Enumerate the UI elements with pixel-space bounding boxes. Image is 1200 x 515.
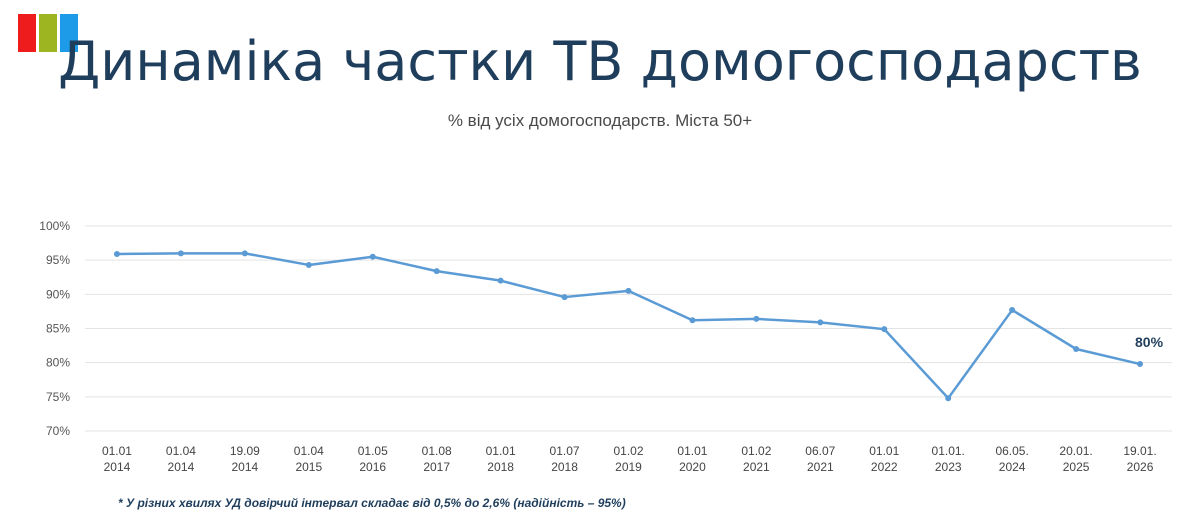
page-title: Динаміка частки ТВ домогосподарств (58, 30, 1142, 93)
x-tick-label: 01.01 (486, 444, 516, 458)
x-tick-label: 01.07 (550, 444, 580, 458)
y-tick-label: 80% (46, 356, 70, 370)
logo-bar-blue (60, 14, 78, 52)
x-tick-label: 19.01. (1123, 444, 1156, 458)
data-point (241, 250, 248, 257)
data-point (1073, 346, 1080, 352)
x-tick-label: 2017 (423, 460, 450, 474)
x-tick-label: 2014 (168, 460, 195, 474)
y-tick-label: 95% (46, 253, 70, 267)
data-point (881, 326, 888, 333)
x-tick-label: 06.05. (995, 444, 1028, 458)
x-tick-label: 06.07 (805, 444, 835, 458)
x-tick-label: 2020 (679, 460, 706, 474)
x-tick-label: 2015 (295, 460, 322, 474)
y-tick-label: 85% (46, 322, 70, 336)
data-point (625, 287, 632, 294)
data-point (113, 251, 120, 258)
x-tick-label: 01.01 (102, 444, 132, 458)
data-point (177, 250, 184, 257)
x-tick-label: 01.04 (166, 444, 196, 458)
x-tick-label: 2021 (807, 460, 834, 474)
x-tick-label: 01.01. (932, 444, 965, 458)
data-point (305, 261, 312, 268)
x-tick-label: 01.05 (358, 444, 388, 458)
x-tick-label: 2018 (551, 460, 578, 474)
logo (18, 14, 78, 52)
x-tick-label: 01.02 (613, 444, 643, 458)
y-tick-label: 90% (46, 287, 70, 301)
data-point (817, 319, 824, 326)
data-point (945, 395, 952, 402)
x-tick-label: 2016 (359, 460, 386, 474)
footnote: * У різних хвилях УД довірчий інтервал с… (118, 496, 626, 510)
data-point (497, 277, 504, 284)
x-tick-label: 2023 (935, 460, 962, 474)
x-tick-label: 2014 (232, 460, 259, 474)
y-tick-label: 70% (46, 424, 70, 438)
line-chart: 70% 75% 80% 85% 90% 95% 100% 01.01 2014 01.04 2014… (39, 219, 1172, 474)
x-tick-label: 2019 (615, 460, 642, 474)
x-tick-label: 2014 (104, 460, 131, 474)
logo-bar-red (18, 14, 36, 52)
series-line (116, 252, 1141, 400)
x-tick-label: 01.01 (677, 444, 707, 458)
x-tick-label: 2021 (743, 460, 770, 474)
x-tick-label: 01.02 (741, 444, 771, 458)
data-label-last: 80% (1135, 334, 1164, 350)
data-point (689, 317, 696, 324)
data-point (369, 253, 376, 260)
x-tick-label: 20.01. (1059, 444, 1092, 458)
x-tick-label: 2026 (1127, 460, 1154, 474)
data-point (561, 294, 568, 301)
y-tick-label: 100% (39, 219, 70, 233)
data-point (753, 315, 760, 322)
x-tick-label: 19.09 (230, 444, 260, 458)
data-point (433, 268, 440, 275)
data-point (1009, 307, 1016, 314)
y-tick-label: 75% (46, 390, 70, 404)
x-tick-label: 2025 (1063, 460, 1090, 474)
logo-bar-green (39, 14, 57, 52)
x-tick-label: 2024 (999, 460, 1026, 474)
x-tick-label: 01.04 (294, 444, 324, 458)
x-tick-label: 01.08 (422, 444, 452, 458)
x-tick-label: 2018 (487, 460, 514, 474)
x-tick-label: 2022 (871, 460, 898, 474)
x-tick-label: 01.01 (869, 444, 899, 458)
chart-subtitle: % від усіх домогосподарств. Міста 50+ (447, 111, 753, 130)
data-point (1137, 361, 1144, 368)
